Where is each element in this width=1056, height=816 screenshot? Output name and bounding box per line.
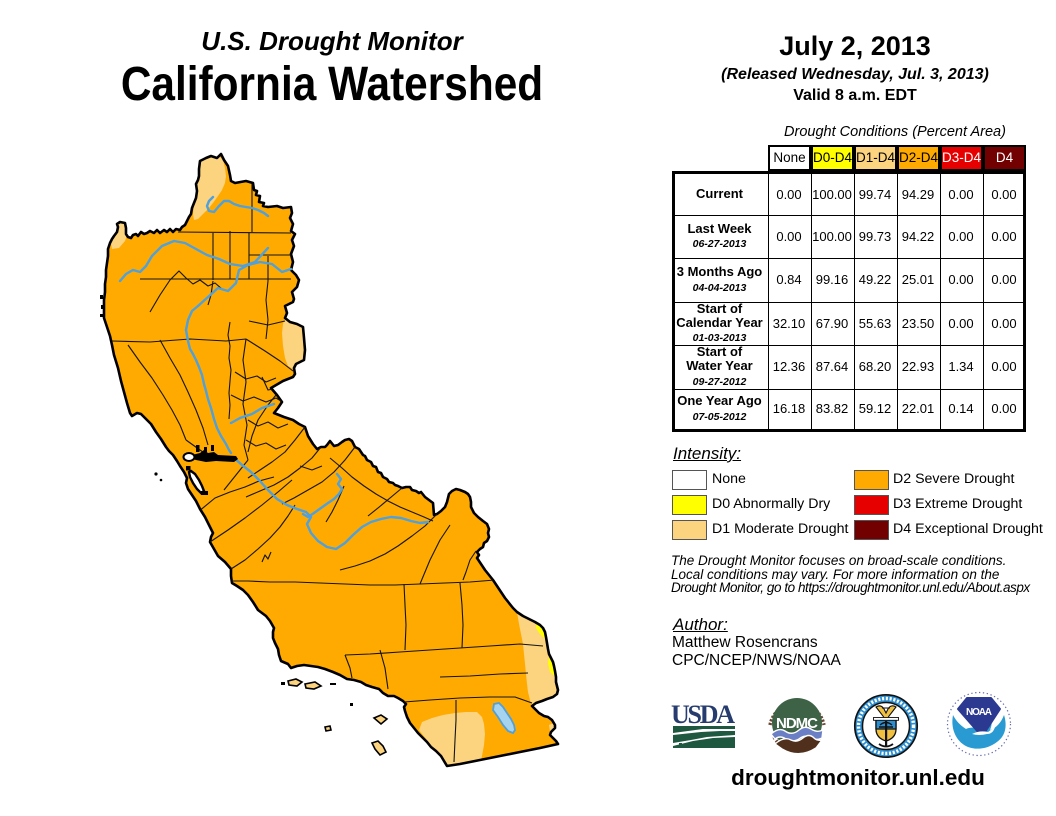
svg-text:USDA: USDA bbox=[671, 700, 735, 729]
svg-text:NDMC: NDMC bbox=[776, 715, 818, 732]
svg-text:NOAA: NOAA bbox=[966, 707, 992, 718]
